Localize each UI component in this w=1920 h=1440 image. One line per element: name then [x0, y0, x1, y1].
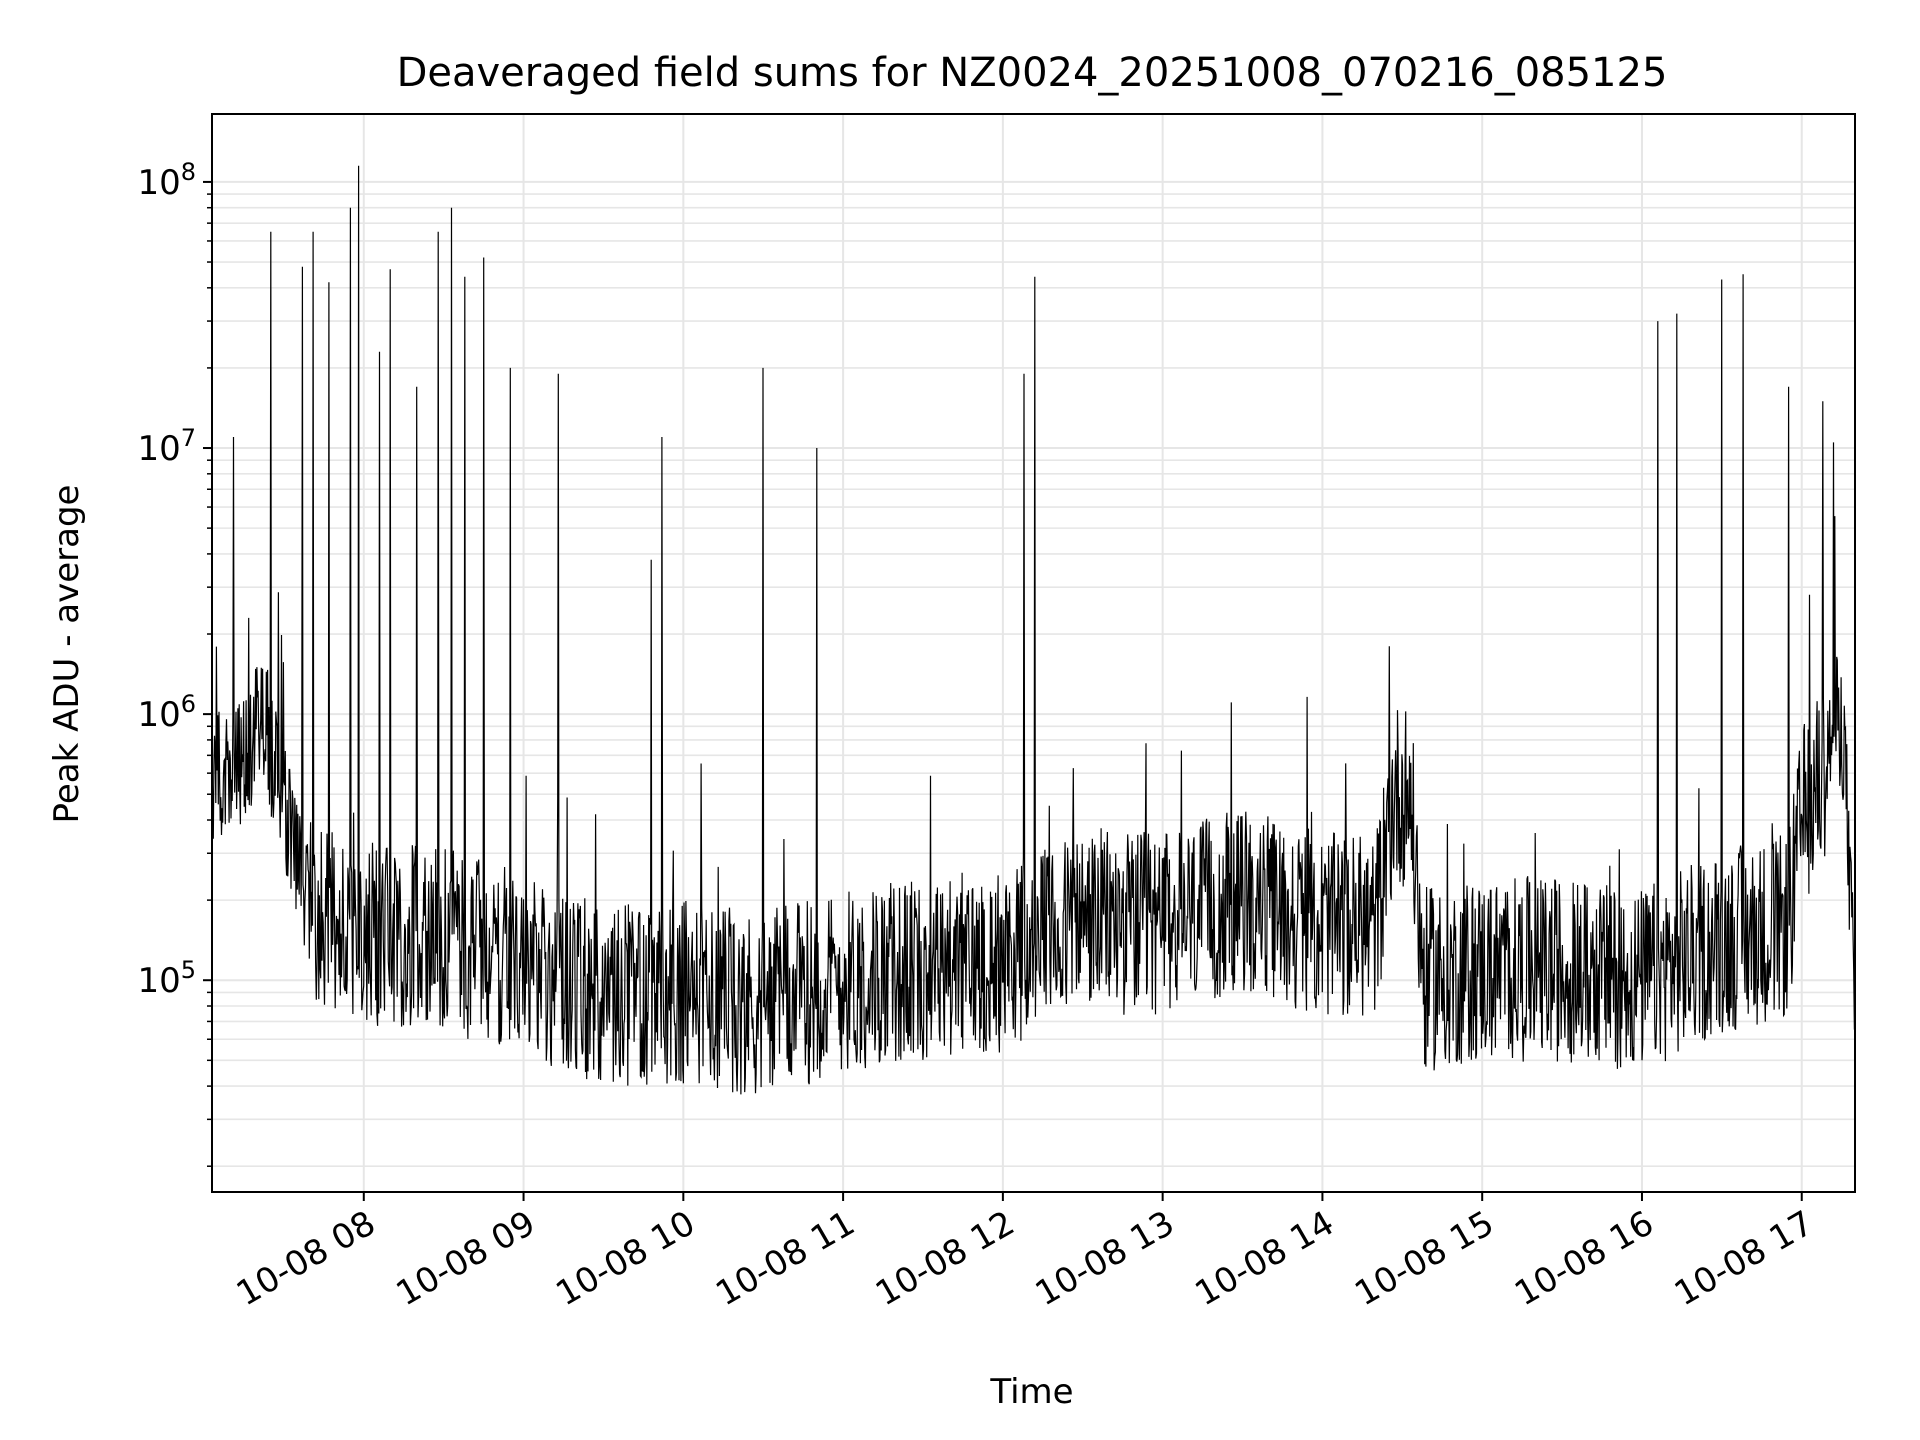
- y-tick-label: 108: [137, 158, 196, 203]
- plot-area: [211, 113, 1856, 1193]
- y-axis: 105 106 107 108: [137, 158, 212, 1167]
- plot-background: [212, 114, 1855, 1192]
- y-tick-label: 107: [137, 424, 196, 469]
- y-axis-label: Peak ADU - average: [47, 485, 87, 824]
- y-tick-label: 106: [137, 690, 196, 735]
- y-tick-label: 105: [137, 956, 196, 1001]
- plot-frame: [211, 113, 1856, 1193]
- chart-title: Deaveraged field sums for NZ0024_2025100…: [397, 50, 1668, 96]
- series-line: [211, 165, 1856, 1095]
- x-axis-label: Time: [989, 1372, 1073, 1412]
